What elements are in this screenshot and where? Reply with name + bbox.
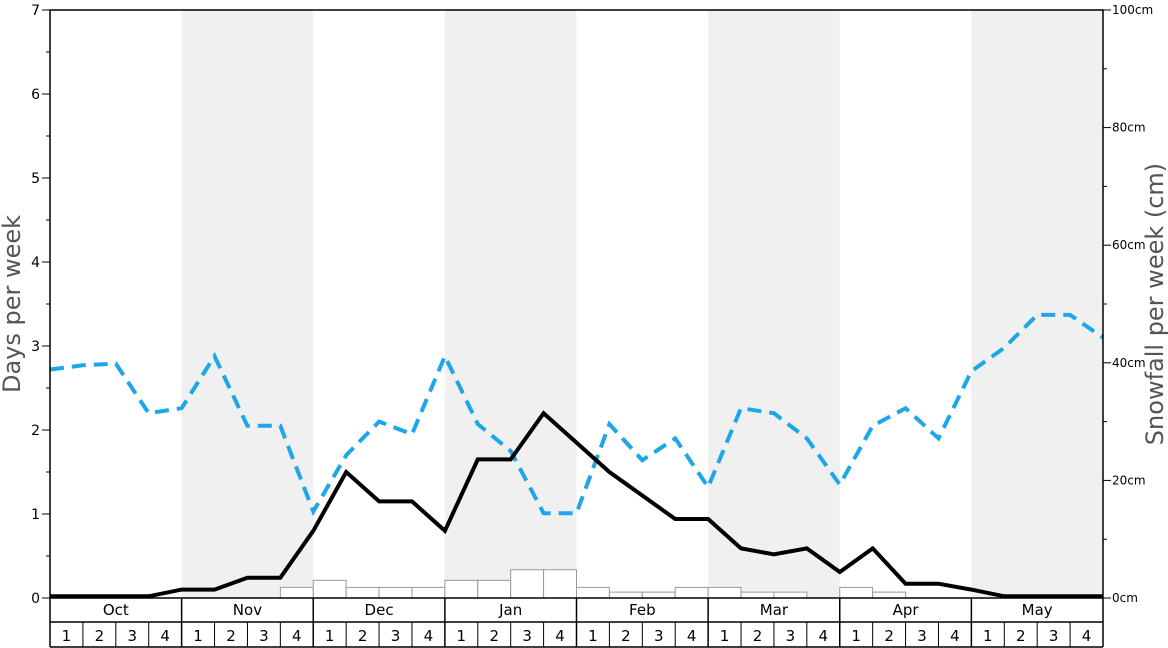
left-tick-label: 2 (31, 423, 40, 439)
month-bands (181, 10, 1103, 598)
left-tick-label: 6 (31, 87, 40, 103)
week-label: 1 (588, 627, 598, 645)
week-label: 3 (259, 627, 269, 645)
snowfall-bar (279, 586, 314, 599)
month-band (181, 10, 314, 598)
right-tick-label: 0cm (1112, 591, 1138, 605)
month-label: Feb (629, 601, 656, 619)
month-label: Mar (760, 601, 789, 619)
snowfall-bar (576, 586, 610, 599)
left-tick-label: 4 (31, 255, 40, 271)
week-label: 2 (884, 627, 894, 645)
week-label: 3 (786, 627, 796, 645)
snowfall-bar (707, 586, 742, 599)
week-label: 1 (851, 627, 861, 645)
week-label: 4 (424, 627, 434, 645)
week-label: 4 (950, 627, 960, 645)
left-tick-label: 7 (31, 3, 40, 19)
right-tick-label: 60cm (1112, 238, 1146, 252)
week-label: 4 (555, 627, 565, 645)
snowfall-bar (674, 586, 709, 599)
right-tick-label: 100cm (1112, 3, 1153, 17)
week-label: 3 (391, 627, 401, 645)
dashed-series-line (49, 312, 1105, 517)
week-label: 3 (917, 627, 927, 645)
snowfall-bar (641, 591, 676, 599)
snowfall-bar (444, 579, 479, 599)
snowfall-bar (411, 586, 446, 599)
week-label: 1 (62, 627, 72, 645)
snowfall-bar (773, 591, 808, 599)
right-tick-label: 80cm (1112, 121, 1146, 135)
week-label: 1 (720, 627, 730, 645)
y-left-axis-label: Days per week (0, 215, 26, 393)
week-label: 3 (127, 627, 137, 645)
month-label: Jan (498, 601, 522, 619)
week-label: 4 (1082, 627, 1092, 645)
week-label: 3 (522, 627, 532, 645)
snowfall-bar (312, 579, 347, 599)
week-label: 1 (193, 627, 203, 645)
week-label: 3 (1049, 627, 1059, 645)
left-axis: 0 1 2 3 4 5 6 7 (31, 3, 50, 607)
right-tick-label: 40cm (1112, 356, 1146, 370)
solid-series-line (50, 410, 1103, 599)
y-right-axis-label: Snowfall per week (cm) (1141, 163, 1168, 445)
week-label: 2 (1016, 627, 1026, 645)
week-label: 4 (292, 627, 302, 645)
month-band (708, 10, 840, 598)
right-axis: 0cm 20cm 40cm 60cm 80cm 100cm (1103, 3, 1153, 605)
week-label: 1 (457, 627, 467, 645)
left-tick-label: 3 (31, 339, 40, 355)
month-band (444, 10, 577, 598)
snowfall-bar (608, 591, 643, 599)
week-label: 2 (226, 627, 236, 645)
week-label: 2 (358, 627, 368, 645)
snowfall-bar (872, 591, 907, 599)
right-tick-label: 20cm (1112, 473, 1146, 487)
snowfall-bar (543, 569, 577, 599)
week-label: 1 (983, 627, 993, 645)
week-label: 3 (654, 627, 664, 645)
month-band (971, 10, 1103, 598)
month-label: May (1022, 601, 1053, 619)
week-label: 1 (325, 627, 335, 645)
snowfall-bar (839, 586, 874, 599)
week-label: 4 (687, 627, 697, 645)
snowfall-bar (477, 579, 512, 599)
month-label: Dec (365, 601, 394, 619)
week-label: 4 (160, 627, 170, 645)
week-label: 4 (819, 627, 829, 645)
month-label: Oct (103, 601, 129, 619)
week-label: 2 (489, 627, 499, 645)
month-label: Apr (893, 601, 920, 619)
snowfall-bar (510, 569, 545, 599)
snowfall-bar (740, 591, 775, 599)
week-label: 2 (95, 627, 105, 645)
x-axis: Oct Nov Dec Jan Feb Mar Apr May 1 2 3 4 1 2 3 4 1 2 3 4 1 2 3 4… (49, 598, 1104, 648)
month-label: Nov (233, 601, 262, 619)
left-tick-label: 1 (31, 507, 40, 523)
snowfall-bar (345, 586, 380, 599)
snowfall-bar (378, 586, 413, 599)
left-tick-label: 0 (31, 591, 40, 607)
left-tick-label: 5 (31, 171, 40, 187)
week-label: 2 (753, 627, 763, 645)
week-label: 2 (621, 627, 631, 645)
